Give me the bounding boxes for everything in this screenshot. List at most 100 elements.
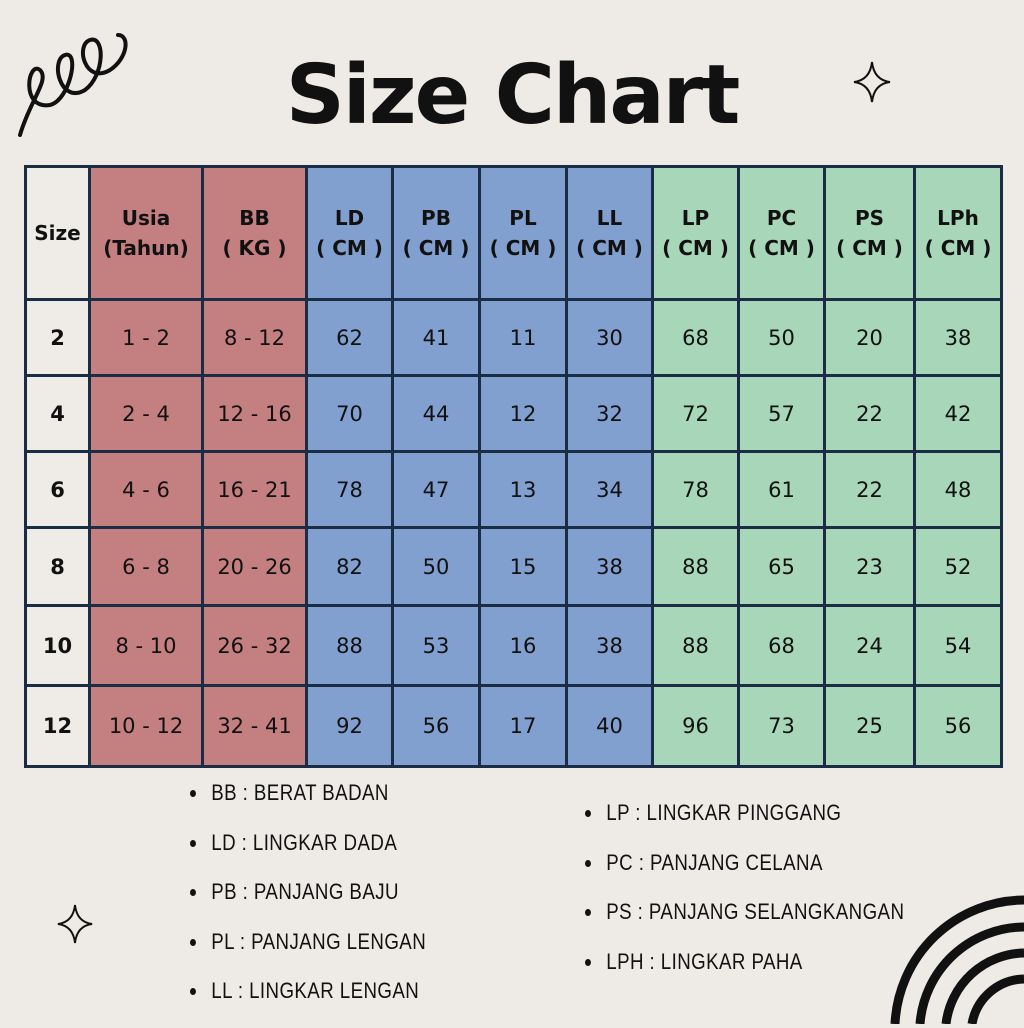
legend-text: PS : PANJANG SELANGKANGAN xyxy=(606,899,905,924)
legend-item: PC : PANJANG CELANA xyxy=(585,850,904,900)
header-label: PS xyxy=(854,206,885,230)
bullet-icon xyxy=(190,889,196,896)
legend-item: LP : LINGKAR PINGGANG xyxy=(585,800,904,850)
sparkle-icon xyxy=(853,61,891,103)
table-cell: 61 xyxy=(737,450,826,529)
table-cell: 10 - 12 xyxy=(88,684,204,768)
table-cell: 88 xyxy=(305,604,394,687)
header-row: Size Usia (Tahun) BB( KG ) LD( CM ) PB( CM ) P… xyxy=(24,165,1003,301)
table-row: 12 10 - 12 32 - 41 92 56 17 40 96 73 25 56 xyxy=(24,684,1003,768)
size-cell: 6 xyxy=(24,450,91,529)
table-cell: 82 xyxy=(305,526,394,607)
table-cell: 65 xyxy=(737,526,826,607)
table-cell: 25 xyxy=(823,684,916,768)
header-label: PL xyxy=(509,206,537,230)
size-chart-table: Size Usia (Tahun) BB( KG ) LD( CM ) PB( CM ) P… xyxy=(24,165,1003,768)
table-cell: 15 xyxy=(478,526,568,607)
table-cell: 6 - 8 xyxy=(88,526,204,607)
table-cell: 38 xyxy=(565,604,654,687)
legend-text: LL : LINGKAR LENGAN xyxy=(211,978,420,1003)
size-cell: 2 xyxy=(24,298,91,377)
header-label: Usia xyxy=(121,206,171,230)
table-cell: 16 xyxy=(478,604,568,687)
legend-text: LP : LINGKAR PINGGANG xyxy=(606,800,842,825)
table-cell: 2 - 4 xyxy=(88,374,204,453)
table-cell: 57 xyxy=(737,374,826,453)
bullet-icon xyxy=(190,938,196,946)
size-cell: 12 xyxy=(24,684,91,768)
table-cell: 17 xyxy=(478,684,568,768)
legend-item: PS : PANJANG SELANGKANGAN xyxy=(585,899,904,949)
table-cell: 44 xyxy=(391,374,481,453)
header-unit: ( CM ) xyxy=(316,236,383,260)
table-cell: 62 xyxy=(305,298,394,377)
column-header: Size xyxy=(24,165,91,301)
table-row: 10 8 - 10 26 - 32 88 53 16 38 88 68 24 54 xyxy=(24,604,1003,687)
column-header: PL ( CM ) xyxy=(478,165,568,301)
header-label: LP xyxy=(681,206,710,230)
header-label: LPh xyxy=(937,206,979,230)
table-cell: 22 xyxy=(823,374,916,453)
sparkle-icon xyxy=(57,904,93,944)
table-cell: 53 xyxy=(391,604,481,687)
table-cell: 96 xyxy=(651,684,740,768)
legend-item: BB : BERAT BADAN xyxy=(190,780,426,830)
table-cell: 50 xyxy=(737,298,826,377)
table-cell: 23 xyxy=(823,526,916,607)
table-cell: 73 xyxy=(737,684,826,768)
table-cell: 12 - 16 xyxy=(201,374,308,453)
legend-text: PL : PANJANG LENGAN xyxy=(211,928,427,954)
page-title: Size Chart xyxy=(285,48,741,143)
table-cell: 88 xyxy=(651,604,740,687)
table-cell: 48 xyxy=(913,450,1003,529)
header-label: LL xyxy=(596,206,623,230)
legend-right: LP : LINGKAR PINGGANG PC : PANJANG CELANA… xyxy=(585,800,904,998)
table-cell: 42 xyxy=(913,374,1003,453)
column-header: PC ( CM ) xyxy=(737,165,826,301)
header-unit: ( CM ) xyxy=(924,236,992,260)
table-cell: 22 xyxy=(823,450,916,529)
header-unit: ( KG ) xyxy=(222,236,287,260)
table-cell: 68 xyxy=(651,298,740,377)
legend-text: PB : PANJANG BAJU xyxy=(211,879,399,904)
table-cell: 8 - 10 xyxy=(88,604,204,687)
table-cell: 72 xyxy=(651,374,740,453)
loop-scribble-icon xyxy=(18,33,128,137)
legend-text: BB : BERAT BADAN xyxy=(211,780,389,805)
column-header: PS ( CM ) xyxy=(823,165,916,301)
table-cell: 78 xyxy=(651,450,740,529)
header-unit: ( CM ) xyxy=(748,236,815,260)
header-label: BB xyxy=(239,206,270,230)
table-cell: 20 - 26 xyxy=(201,526,308,607)
table-cell: 50 xyxy=(391,526,481,607)
header-unit: ( CM ) xyxy=(489,236,557,260)
table-cell: 88 xyxy=(651,526,740,607)
legend-item: LL : LINGKAR LENGAN xyxy=(190,978,426,1028)
column-header: LP ( CM ) xyxy=(651,165,740,301)
table-cell: 47 xyxy=(391,450,481,529)
header-label: Size xyxy=(34,221,81,245)
legend-item: PB : PANJANG BAJU xyxy=(190,879,426,929)
bullet-icon xyxy=(585,958,591,966)
header-unit: (Tahun) xyxy=(103,236,189,260)
table-cell: 12 xyxy=(478,374,568,453)
size-cell: 4 xyxy=(24,374,91,453)
table-cell: 32 - 41 xyxy=(201,684,308,768)
column-header: PB ( CM ) xyxy=(391,165,481,301)
rainbow-arcs-icon xyxy=(890,895,1024,1024)
legend-text: LPH : LINGKAR PAHA xyxy=(606,948,803,974)
column-header: LL ( CM ) xyxy=(565,165,654,301)
table-cell: 38 xyxy=(565,526,654,607)
column-header: BB ( KG ) xyxy=(201,165,308,301)
table-cell: 8 - 12 xyxy=(201,298,308,377)
header-unit: ( CM ) xyxy=(576,236,643,260)
bullet-icon xyxy=(585,810,591,817)
legend-item: PL : PANJANG LENGAN xyxy=(190,929,426,979)
column-header: Usia (Tahun) xyxy=(88,165,204,301)
column-header: LD ( CM ) xyxy=(305,165,394,301)
table-cell: 16 - 21 xyxy=(201,450,308,529)
